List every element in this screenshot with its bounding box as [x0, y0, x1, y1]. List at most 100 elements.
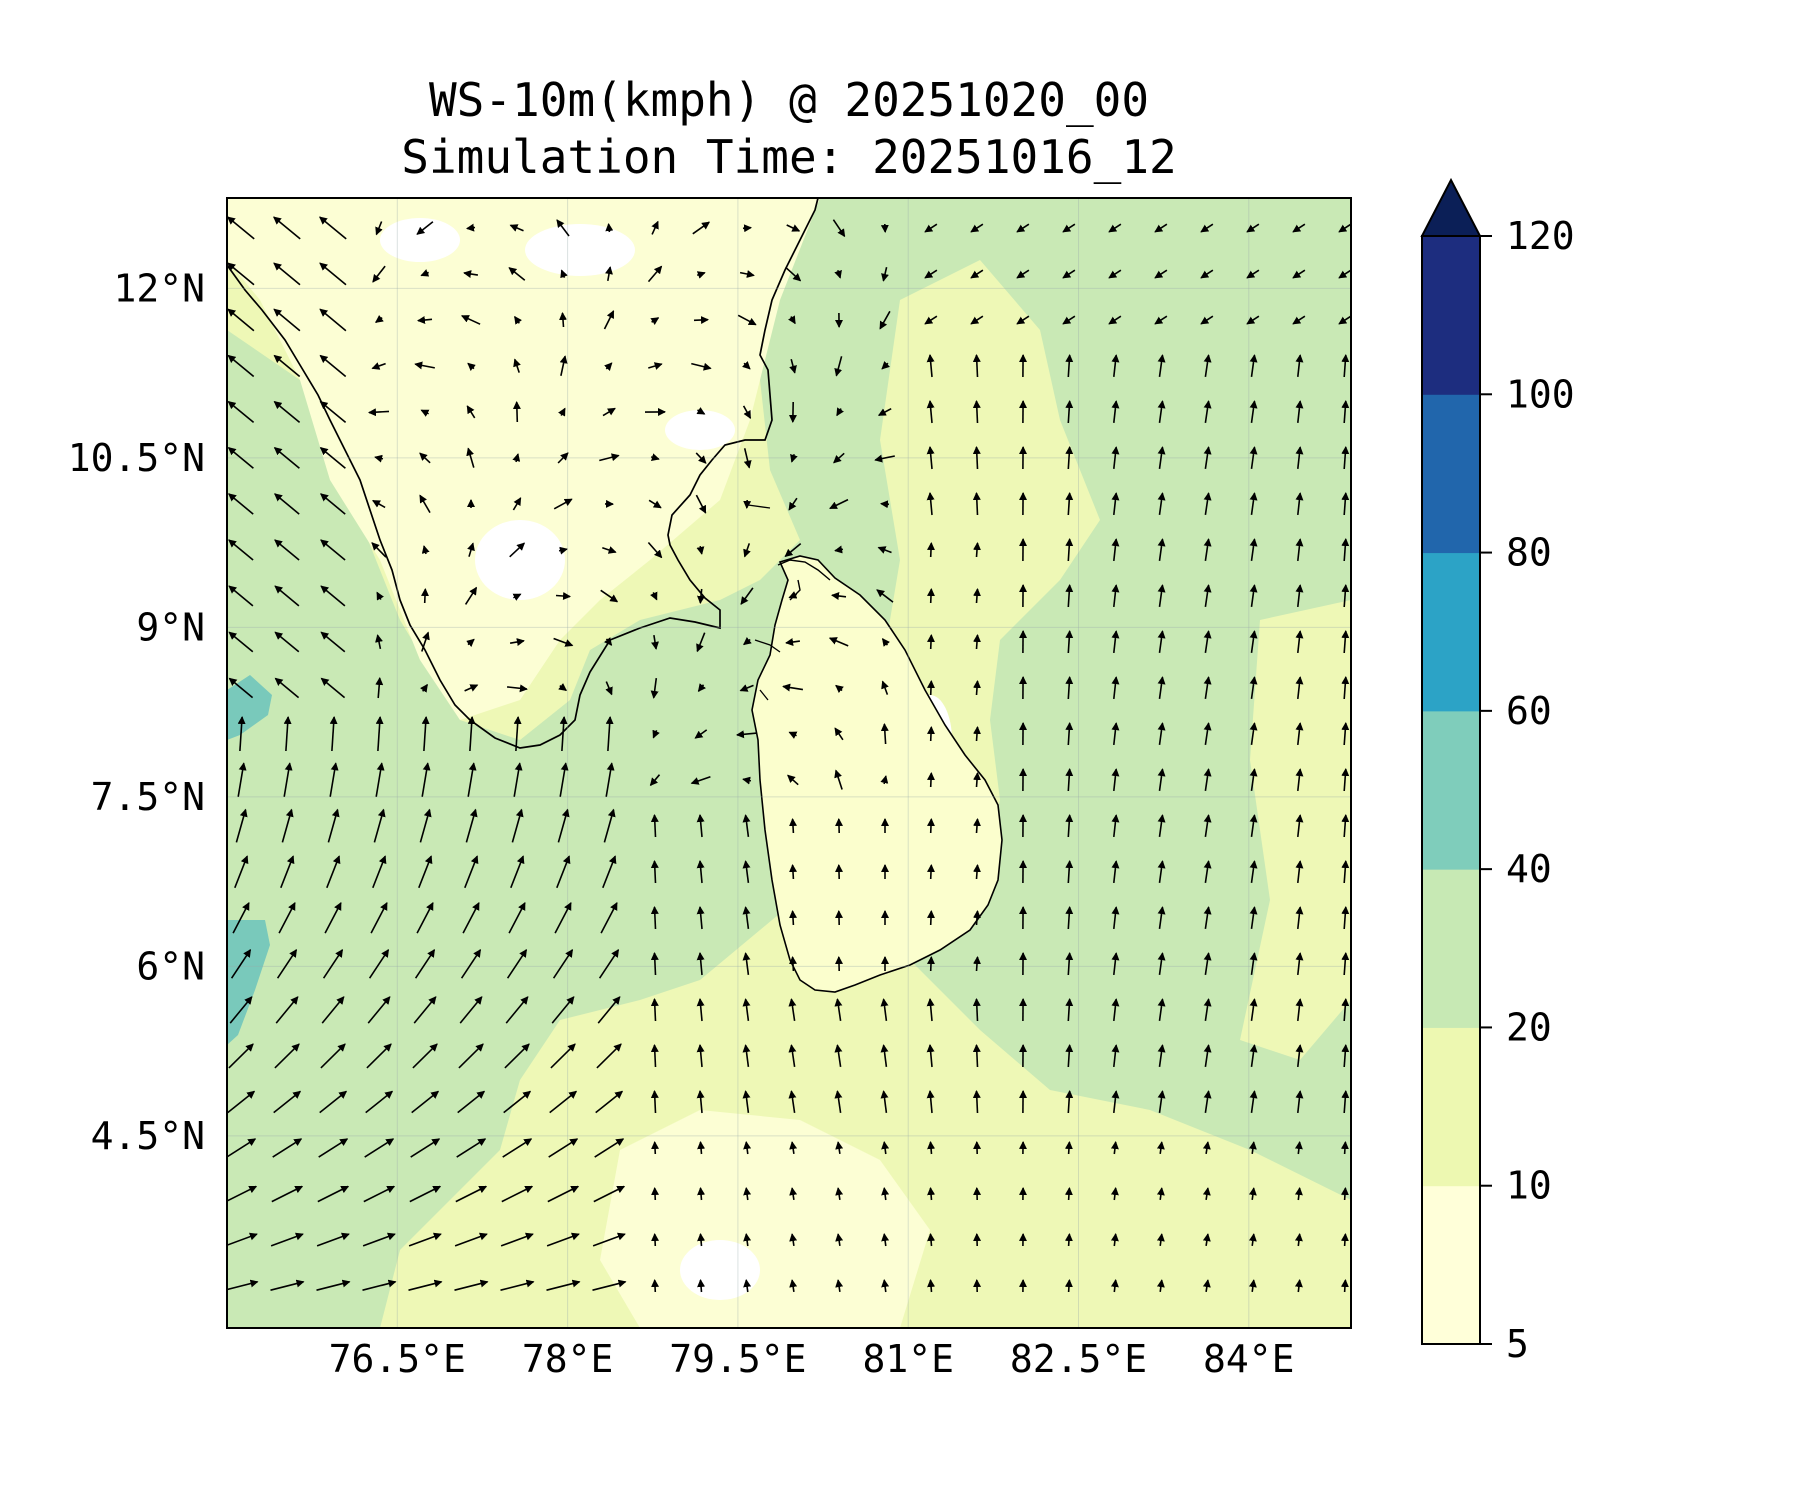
wind-arrow [1111, 998, 1120, 1021]
wind-arrow [834, 727, 844, 741]
wind-arrow [514, 315, 522, 325]
wind-arrow [421, 631, 430, 652]
wind-arrow [273, 354, 301, 378]
wind-arrow [1340, 1187, 1349, 1201]
wind-arrow [598, 948, 620, 979]
wind-arrow [1110, 1187, 1119, 1201]
wind-arrow [316, 1279, 351, 1291]
wind-arrow [972, 446, 981, 470]
wind-arrow [1111, 354, 1120, 377]
map-subtitle: Simulation Time: 20251016_12 [401, 130, 1177, 184]
wind-arrow [972, 998, 981, 1022]
wind-arrow [785, 266, 802, 282]
wind-arrow [597, 996, 621, 1024]
wind-arrow [835, 1233, 844, 1247]
wind-arrow [319, 216, 347, 240]
wind-arrow [1203, 906, 1212, 930]
wind-arrow [502, 1138, 533, 1158]
wind-arrow [1157, 400, 1166, 424]
wind-arrow [650, 1090, 659, 1114]
wind-arrow [1065, 768, 1074, 792]
wind-arrow [1062, 315, 1076, 325]
wind-arrow [880, 723, 889, 745]
wind-arrow [410, 1138, 441, 1158]
wind-arrow [1341, 354, 1350, 378]
wind-arrow [690, 775, 711, 785]
wind-arrow [739, 684, 754, 692]
wind-arrow [1249, 722, 1258, 746]
wind-arrow [375, 221, 383, 236]
wind-arrow [1200, 315, 1214, 325]
wind-arrow [1248, 1141, 1257, 1155]
wind-arrow [1295, 630, 1304, 653]
wind-arrow [1341, 906, 1350, 930]
wind-arrow [1248, 1187, 1257, 1201]
wind-arrow [650, 998, 659, 1022]
wind-arrow [1202, 1279, 1211, 1293]
wind-arrow [594, 1138, 625, 1158]
wind-arrow [1246, 315, 1260, 325]
wind-arrow [274, 677, 300, 699]
wind-arrow [1065, 1090, 1074, 1114]
wind-arrow [1292, 269, 1306, 279]
sri-lanka-island [751, 555, 1003, 993]
wind-arrow [1064, 1141, 1073, 1155]
wind-arrow [513, 358, 521, 373]
wind-arrow [927, 772, 935, 788]
wind-arrow [1292, 223, 1306, 233]
wind-arrow [1292, 315, 1306, 325]
wind-arrow [1203, 722, 1212, 746]
wind-arrow [647, 541, 663, 559]
wind-arrow [274, 539, 300, 561]
wind-arrow [881, 1233, 890, 1247]
wind-arrow [695, 452, 707, 464]
colorbar-segment [1422, 394, 1480, 554]
wind-arrow [373, 808, 386, 843]
wind-arrow [881, 1141, 890, 1155]
wind-arrow [506, 948, 528, 979]
wind-arrow [227, 216, 255, 240]
wind-arrow [742, 814, 751, 838]
wind-arrow [1295, 952, 1304, 975]
wind-arrow [1111, 446, 1120, 469]
wind-arrow [272, 1138, 303, 1158]
wind-arrow [462, 902, 480, 934]
wind-arrow [1157, 814, 1166, 838]
wind-arrow [420, 683, 428, 693]
wind-arrow [466, 638, 475, 648]
wind-arrow [743, 1279, 752, 1293]
wind-arrow [835, 1279, 844, 1293]
wind-arrow [1249, 1044, 1258, 1068]
wind-arrow [547, 1185, 580, 1203]
wind-arrow [228, 1043, 254, 1069]
wind-arrow [508, 902, 526, 934]
wind-arrow [1341, 768, 1350, 792]
wind-arrow [274, 631, 300, 653]
wind-arrow [237, 762, 247, 797]
wind-arrow [1016, 269, 1030, 279]
wind-arrow [320, 677, 346, 699]
wind-arrow [273, 447, 300, 469]
wind-arrow [1111, 722, 1120, 745]
india-coastline [227, 198, 819, 749]
wind-arrow [275, 996, 299, 1024]
wind-arrow [1341, 446, 1350, 470]
wind-arrow [372, 499, 386, 509]
wind-arrow [652, 729, 660, 739]
wind-arrow [927, 956, 935, 972]
wind-arrow [320, 539, 346, 561]
wind-arrow [511, 808, 524, 843]
wind-arrow [420, 269, 430, 277]
wind-arrow [513, 762, 523, 797]
wind-arrow [228, 631, 254, 653]
wind-arrow [926, 354, 935, 378]
wind-arrow [559, 355, 568, 376]
wind-arrow [227, 1138, 257, 1158]
wind-arrow [1065, 998, 1074, 1022]
wind-arrow [973, 634, 981, 650]
wind-arrow [696, 906, 705, 930]
wind-arrow [234, 855, 249, 889]
wind-arrow [972, 1044, 981, 1068]
wind-arrow [414, 361, 435, 370]
wind-arrow [416, 902, 434, 934]
